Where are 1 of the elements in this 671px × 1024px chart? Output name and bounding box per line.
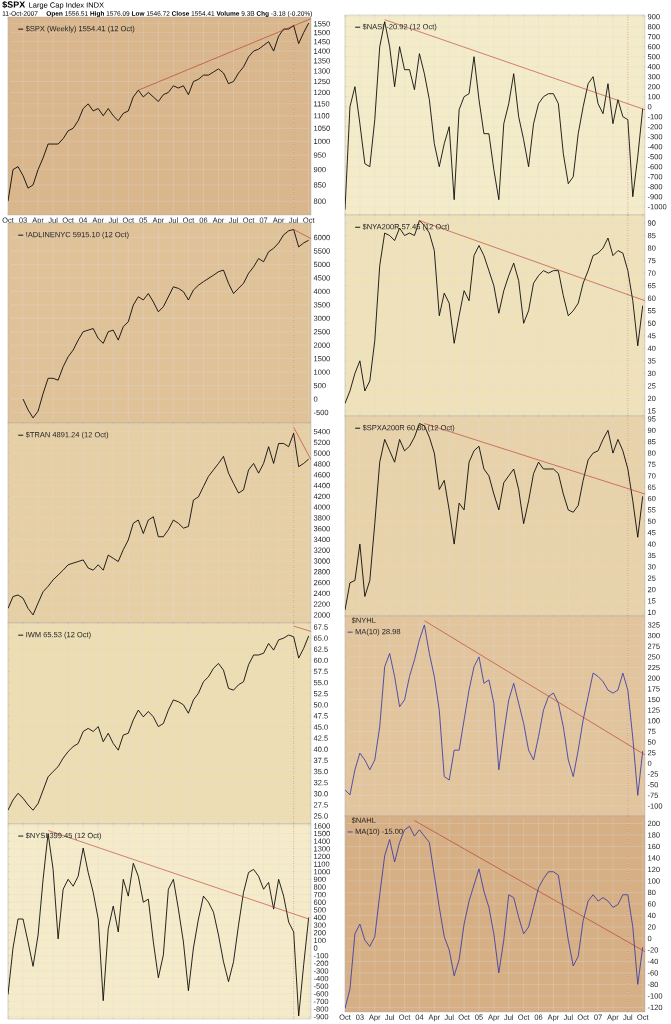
chart-title: $SPX [2,0,26,9]
